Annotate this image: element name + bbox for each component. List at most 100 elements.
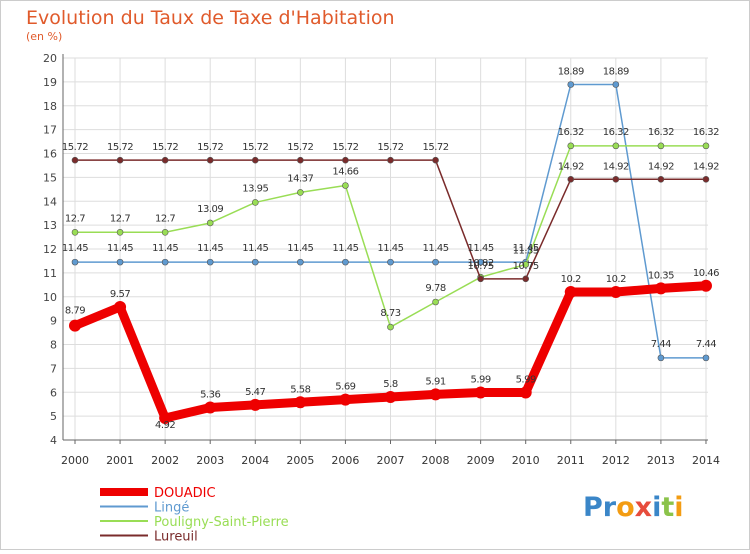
x-tick-label: 2002 — [151, 454, 179, 467]
data-point — [206, 258, 214, 266]
x-tick-label: 2001 — [106, 454, 134, 467]
data-label: 11.45 — [422, 243, 448, 254]
x-tick-label: 2008 — [422, 454, 450, 467]
x-tick-label: 2005 — [286, 454, 314, 467]
data-point — [342, 182, 349, 189]
data-label: 12.7 — [65, 213, 85, 224]
data-point — [522, 261, 530, 268]
data-label: 10.2 — [561, 274, 581, 285]
data-label: 14.66 — [332, 166, 358, 177]
data-label: 11.45 — [107, 243, 133, 254]
data-label: 15.72 — [332, 142, 358, 153]
x-tick-label: 2012 — [602, 454, 630, 467]
x-tick-label: 2004 — [241, 454, 269, 467]
data-label: 11.45 — [377, 243, 403, 254]
data-point — [116, 228, 124, 236]
data-label: 5.8 — [383, 379, 398, 390]
x-tick-label: 2011 — [557, 454, 585, 467]
data-label: 15.72 — [287, 142, 313, 153]
data-label: 10.35 — [648, 270, 674, 281]
data-point — [161, 156, 169, 164]
data-point — [342, 156, 349, 164]
y-tick-label: 11 — [43, 267, 57, 280]
data-point — [251, 199, 259, 206]
x-tick-label: 2000 — [61, 454, 89, 467]
data-label: 15.72 — [62, 142, 88, 153]
data-point — [612, 81, 620, 88]
data-label: 11.45 — [242, 243, 268, 254]
y-tick-label: 7 — [50, 362, 57, 375]
data-point — [429, 388, 442, 401]
data-label: 10.82 — [468, 258, 494, 269]
data-point — [159, 412, 172, 425]
x-tick-label: 2006 — [331, 454, 359, 467]
data-label: 14.92 — [693, 161, 719, 172]
data-point — [294, 396, 307, 409]
data-point — [564, 285, 577, 298]
data-label: 16.32 — [603, 127, 629, 138]
data-point — [116, 156, 124, 164]
data-label: 10.75 — [468, 261, 494, 272]
data-point — [432, 156, 439, 164]
data-label: 8.79 — [65, 306, 85, 317]
data-point — [567, 81, 575, 88]
data-label: 7.44 — [651, 339, 671, 350]
data-label: 18.89 — [558, 67, 584, 78]
data-label: 14.92 — [648, 161, 674, 172]
data-point — [657, 354, 665, 362]
data-label: 11.45 — [287, 243, 313, 254]
data-label: 11.45 — [152, 243, 178, 254]
chart-subtitle: (en %) — [26, 30, 62, 43]
data-point — [567, 142, 575, 150]
data-label: 5.47 — [245, 387, 265, 398]
legend-label: Pouligny-Saint-Pierre — [154, 515, 289, 530]
data-label: 5.91 — [425, 376, 445, 387]
legend-label: Lureuil — [154, 530, 198, 545]
data-label: 11.45 — [513, 243, 539, 254]
data-label: 15.72 — [377, 142, 403, 153]
y-tick-label: 20 — [43, 52, 57, 65]
y-tick-label: 16 — [43, 148, 57, 161]
data-point — [342, 258, 349, 266]
x-tick-label: 2014 — [692, 454, 720, 467]
data-label: 8.73 — [380, 308, 400, 319]
data-point — [519, 386, 532, 399]
x-tick-label: 2010 — [512, 454, 540, 467]
y-tick-label: 9 — [50, 315, 57, 328]
data-label: 12.7 — [110, 213, 130, 224]
data-label: 14.92 — [603, 161, 629, 172]
data-label: 9.57 — [110, 289, 130, 300]
data-point — [432, 298, 439, 306]
data-point — [657, 175, 665, 183]
y-tick-label: 18 — [43, 100, 57, 113]
legend-label: DOUADIC — [154, 486, 216, 501]
y-tick-label: 4 — [50, 434, 57, 447]
data-point — [612, 175, 620, 183]
data-point — [204, 401, 217, 414]
data-point — [297, 258, 304, 266]
data-label: 13.95 — [242, 183, 268, 194]
data-point — [206, 219, 214, 227]
data-point — [339, 393, 352, 406]
data-point — [161, 258, 169, 266]
data-point — [522, 275, 530, 283]
data-labels: 8.79 9.57 4.92 5.36 5.47 5.58 5.69 5.8 5.91 5.99 5… — [62, 67, 720, 432]
x-tick-label: 2003 — [196, 454, 224, 467]
data-label: 4.92 — [155, 420, 175, 431]
y-tick-label: 8 — [50, 339, 57, 352]
data-point — [251, 258, 259, 266]
data-label: 10.46 — [693, 268, 719, 279]
data-label: 15.72 — [242, 142, 268, 153]
legend-label: Lingé — [154, 501, 189, 516]
data-label: 18.89 — [603, 67, 629, 78]
data-label: 15.72 — [107, 142, 133, 153]
data-label: 9.78 — [425, 283, 445, 294]
data-label: 11.45 — [62, 243, 88, 254]
data-point — [432, 258, 439, 266]
y-tick-label: 6 — [50, 386, 57, 399]
data-label: 5.69 — [335, 382, 355, 393]
data-point — [251, 156, 259, 164]
